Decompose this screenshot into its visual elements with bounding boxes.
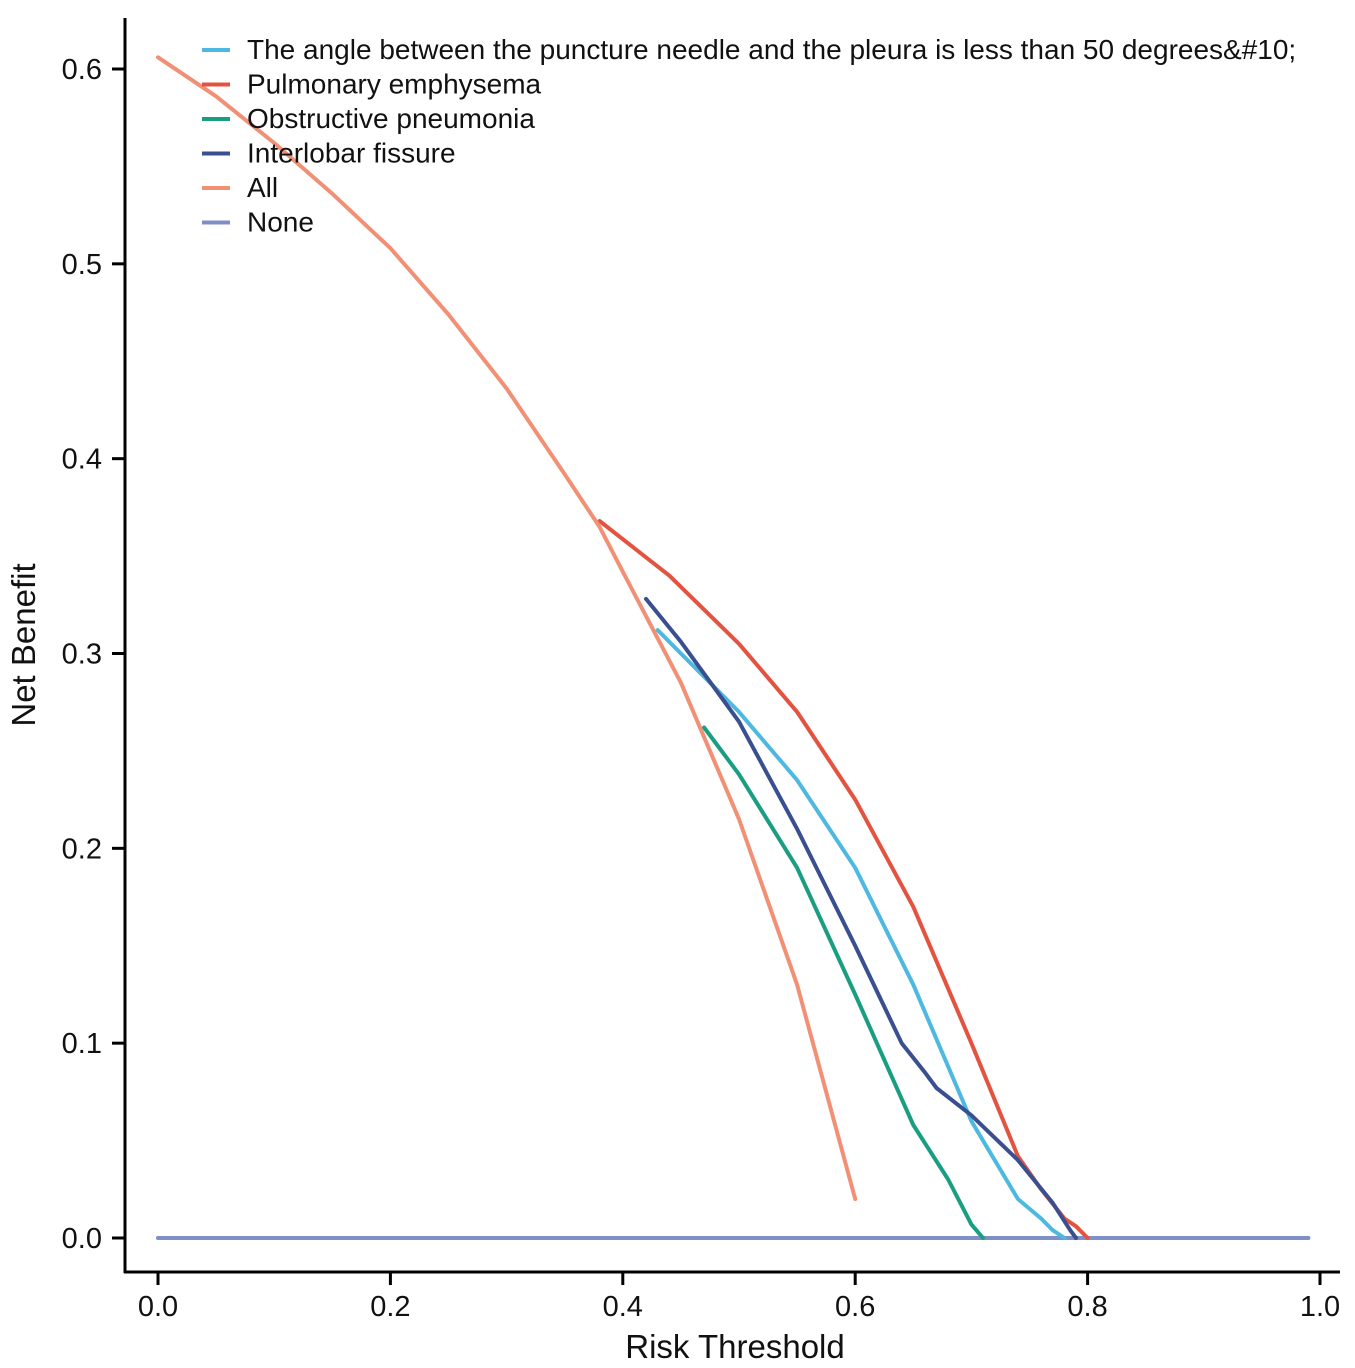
x-tick-label: 0.2 <box>370 1291 410 1323</box>
legend-label: Pulmonary emphysema <box>247 69 542 100</box>
series-line-all <box>156 55 858 1201</box>
series-line-interlobar-fissure <box>644 596 1078 1240</box>
y-tick-label: 0.0 <box>62 1223 102 1255</box>
series-line-obstructive-pneumonia <box>702 725 985 1240</box>
axes <box>123 18 1340 1274</box>
x-tick-label: 0.8 <box>1067 1291 1107 1323</box>
y-ticks: 0.0 0.1 0.2 0.3 0.4 0.5 0.6 <box>62 54 125 1255</box>
x-axis-title: Risk Threshold <box>625 1328 844 1365</box>
x-tick-label: 0.6 <box>835 1291 875 1323</box>
y-tick-label: 0.4 <box>62 444 102 476</box>
x-tick-label: 0.4 <box>603 1291 643 1323</box>
series-line-pulmonary-emphysema <box>597 519 1090 1240</box>
y-tick-label: 0.6 <box>62 54 102 86</box>
legend-label: The angle between the puncture needle an… <box>247 34 1296 65</box>
legend: The angle between the puncture needle an… <box>202 34 1296 238</box>
y-axis-title: Net Benefit <box>5 563 42 726</box>
y-tick-label: 0.5 <box>62 249 102 281</box>
y-tick-label: 0.3 <box>62 639 102 671</box>
x-tick-label: 1.0 <box>1300 1291 1340 1323</box>
y-tick-label: 0.1 <box>62 1028 102 1060</box>
series-layer <box>156 55 1311 1240</box>
legend-label: None <box>247 207 314 238</box>
legend-label: All <box>247 172 278 203</box>
legend-label: Obstructive pneumonia <box>247 103 535 134</box>
x-tick-label: 0.0 <box>138 1291 178 1323</box>
legend-label: Interlobar fissure <box>247 138 456 169</box>
y-tick-label: 0.2 <box>62 833 102 865</box>
x-ticks: 0.0 0.2 0.4 0.6 0.8 1.0 <box>138 1272 1340 1323</box>
